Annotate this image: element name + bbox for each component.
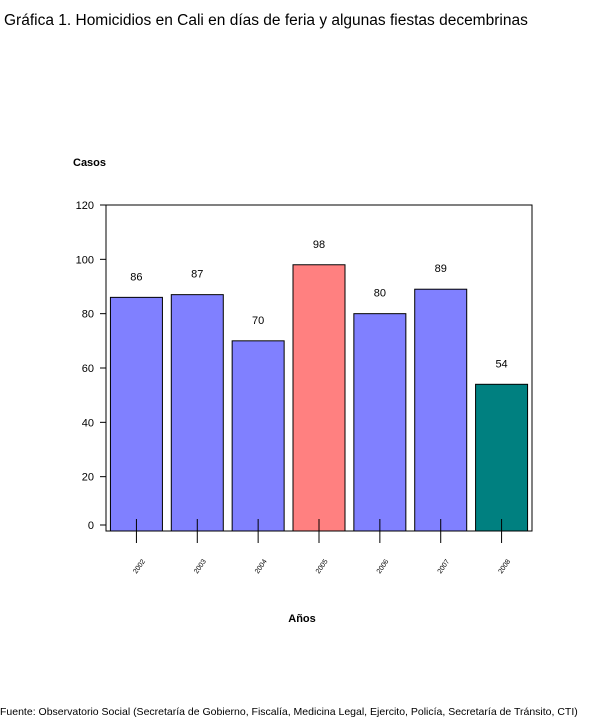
data-label-2005: 98	[313, 239, 325, 251]
source-note: Fuente: Observatorio Social (Secretaría …	[0, 706, 578, 718]
chart-title: Gráfica 1. Homicidios en Cali en días de…	[4, 12, 528, 29]
x-tick-label-2005: 2005	[315, 558, 330, 575]
y-tick-label-60: 60	[82, 363, 94, 375]
data-label-2004: 70	[252, 315, 264, 327]
x-tick-label-2004: 2004	[254, 558, 269, 575]
y-tick-label-20: 20	[82, 472, 94, 484]
x-tick-label-2002: 2002	[132, 558, 147, 575]
bar-2006	[353, 313, 407, 532]
y-tick-label-80: 80	[82, 309, 94, 321]
y-tick-label-0: 0	[88, 520, 94, 532]
data-label-2008: 54	[495, 358, 507, 370]
x-tick-label-2007: 2007	[437, 558, 452, 575]
y-axis-label: Casos	[73, 157, 106, 169]
bar-2005	[292, 264, 346, 532]
bar-2003	[170, 294, 224, 532]
bar-2007	[414, 288, 468, 532]
x-axis-label: Años	[288, 613, 316, 625]
bar-2008	[475, 383, 529, 532]
x-tick-label-2003: 2003	[193, 558, 208, 575]
x-tick-label-2006: 2006	[376, 558, 391, 575]
data-label-2002: 86	[130, 271, 142, 283]
y-tick-label-120: 120	[76, 200, 94, 212]
data-label-2006: 80	[374, 288, 386, 300]
bar-2004	[231, 340, 285, 532]
data-label-2003: 87	[191, 269, 203, 281]
data-label-2007: 89	[435, 263, 447, 275]
x-tick-label-2008: 2008	[497, 558, 512, 575]
bar-2002	[109, 296, 163, 532]
y-tick-label-40: 40	[82, 417, 94, 429]
y-tick-label-100: 100	[76, 254, 94, 266]
